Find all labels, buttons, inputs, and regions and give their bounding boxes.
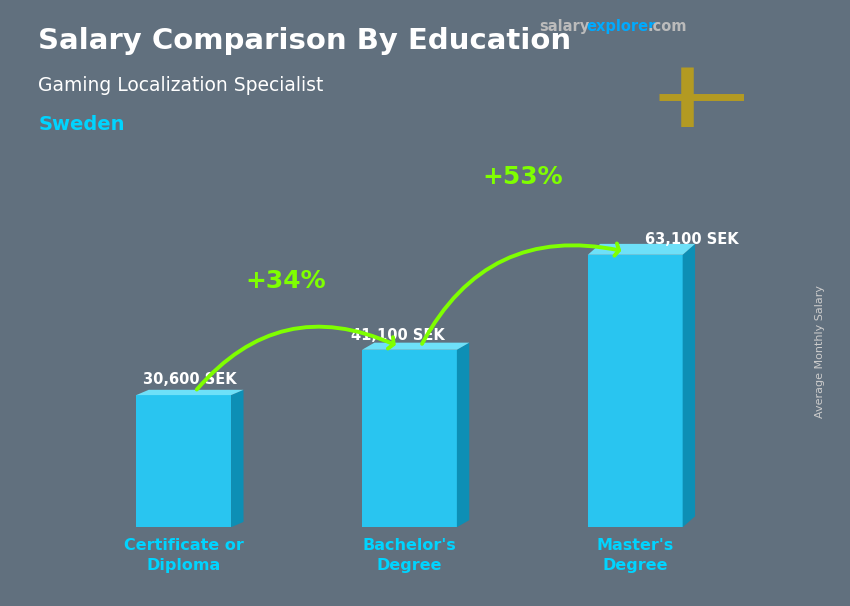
Text: Average Monthly Salary: Average Monthly Salary — [815, 285, 825, 418]
Polygon shape — [231, 390, 243, 527]
Text: .com: .com — [648, 19, 687, 35]
Text: 41,100 SEK: 41,100 SEK — [351, 328, 445, 343]
Text: 30,600 SEK: 30,600 SEK — [143, 372, 236, 387]
Text: salary: salary — [540, 19, 590, 35]
Text: 63,100 SEK: 63,100 SEK — [645, 232, 739, 247]
Bar — [588, 255, 683, 527]
Polygon shape — [588, 244, 695, 255]
Polygon shape — [456, 342, 469, 527]
Polygon shape — [683, 244, 695, 527]
Text: Sweden: Sweden — [38, 115, 125, 134]
Text: explorer: explorer — [586, 19, 656, 35]
Text: Gaming Localization Specialist: Gaming Localization Specialist — [38, 76, 324, 95]
Text: +53%: +53% — [482, 165, 563, 189]
Bar — [136, 395, 231, 527]
Bar — [362, 350, 457, 527]
Polygon shape — [136, 390, 243, 395]
Text: +34%: +34% — [245, 268, 326, 293]
Polygon shape — [362, 342, 469, 350]
Text: Salary Comparison By Education: Salary Comparison By Education — [38, 27, 571, 55]
